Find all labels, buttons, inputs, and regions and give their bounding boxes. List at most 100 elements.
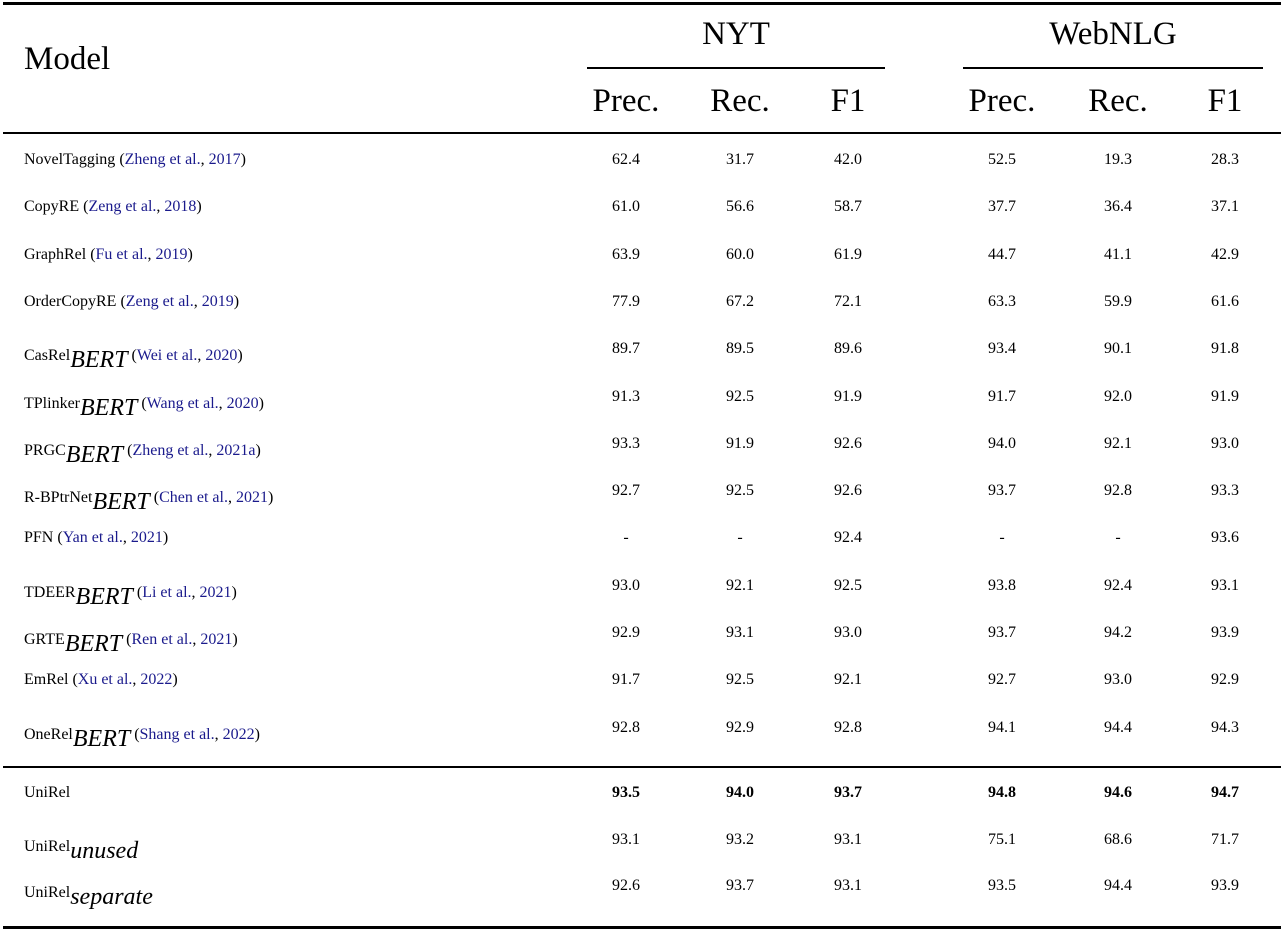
citation-year-link[interactable]: 2019 bbox=[201, 293, 234, 310]
citation-year-link[interactable]: 2021 bbox=[130, 529, 163, 546]
citation-year-link[interactable]: 2021 bbox=[200, 631, 233, 648]
citation-author-link[interactable]: Zheng et al. bbox=[124, 151, 201, 168]
citation-author-link[interactable]: Li et al. bbox=[142, 584, 192, 601]
citation-open-paren: ( bbox=[122, 631, 132, 648]
model-name: CasRel bbox=[24, 347, 71, 364]
citation-separator: , bbox=[208, 442, 217, 459]
nyt-rec-value: 91.9 bbox=[726, 435, 754, 452]
citation-author-link[interactable]: Xu et al. bbox=[77, 671, 133, 688]
nyt-rec-value: 92.5 bbox=[726, 388, 754, 405]
citation-open-paren: ( bbox=[68, 671, 78, 688]
citation-author-link[interactable]: Shang et al. bbox=[139, 726, 215, 743]
top-rule bbox=[3, 2, 1281, 5]
webnlg-prec-value: 93.7 bbox=[988, 624, 1016, 641]
citation-year-link[interactable]: 2021 bbox=[235, 489, 268, 506]
model-name: PRGC bbox=[24, 442, 66, 459]
webnlg-rec-value: 90.1 bbox=[1104, 340, 1132, 357]
model-name: PFN bbox=[24, 529, 54, 546]
nyt-prec-value: 93.0 bbox=[612, 577, 640, 594]
citation-author-link[interactable]: Wei et al. bbox=[136, 347, 198, 364]
webnlg-f1-value: 37.1 bbox=[1211, 198, 1239, 215]
model-name-cell: OneRelBERT (Shang et al., 2022) bbox=[24, 719, 260, 752]
citation-author-link[interactable]: Wang et al. bbox=[146, 395, 219, 412]
webnlg-prec-value: 93.5 bbox=[988, 877, 1016, 894]
webnlg-prec-value: 93.8 bbox=[988, 577, 1016, 594]
model-name: OneRel bbox=[24, 726, 73, 743]
citation-separator: , bbox=[192, 631, 201, 648]
model-subscript: BERT bbox=[72, 726, 131, 752]
citation-author-link[interactable]: Fu et al. bbox=[95, 246, 148, 263]
citation-year-link[interactable]: 2021a bbox=[216, 442, 256, 459]
model-name-cell: R-BPtrNetBERT (Chen et al., 2021) bbox=[24, 482, 274, 515]
citation-year-link[interactable]: 2017 bbox=[208, 151, 241, 168]
citation-year-link[interactable]: 2022 bbox=[140, 671, 173, 688]
nyt-rec-value: 67.2 bbox=[726, 293, 754, 310]
table-row: OrderCopyRE (Zeng et al., 2019) 77.9 67.2 7… bbox=[0, 293, 1283, 333]
model-name-cell: GRTEBERT (Ren et al., 2021) bbox=[24, 624, 238, 657]
citation-open-paren: ( bbox=[115, 151, 125, 168]
citation-author-link[interactable]: Chen et al. bbox=[159, 489, 228, 506]
citation-author-link[interactable]: Zeng et al. bbox=[88, 198, 157, 215]
model-subscript: BERT bbox=[65, 442, 124, 468]
citation-open-paren: ( bbox=[116, 293, 126, 310]
webnlg-prec-value: 75.1 bbox=[988, 831, 1016, 848]
webnlg-f1-header: F1 bbox=[1207, 83, 1243, 119]
model-subscript: BERT bbox=[92, 489, 150, 515]
nyt-group-rule bbox=[587, 67, 885, 69]
header-rule bbox=[3, 132, 1281, 134]
table-row: PFN (Yan et al., 2021) - - 92.4 - - 93.6 bbox=[0, 529, 1283, 569]
citation-author-link[interactable]: Ren et al. bbox=[131, 631, 193, 648]
model-name-cell: NovelTagging (Zheng et al., 2017) bbox=[24, 151, 246, 169]
table-row: CopyRE (Zeng et al., 2018) 61.0 56.6 58.7 37… bbox=[0, 198, 1283, 238]
nyt-rec-value: 56.6 bbox=[726, 198, 754, 215]
ours-separator-rule bbox=[3, 766, 1281, 768]
nyt-rec-value: 60.0 bbox=[726, 246, 754, 263]
table-row: UniRelunused 93.1 93.2 93.1 75.1 68.6 71.7 bbox=[0, 831, 1283, 871]
webnlg-rec-value: 19.3 bbox=[1104, 151, 1132, 168]
nyt-f1-header: F1 bbox=[830, 83, 866, 119]
nyt-f1-value: 92.5 bbox=[834, 577, 862, 594]
citation-year-link[interactable]: 2020 bbox=[205, 347, 238, 364]
webnlg-f1-value: 93.9 bbox=[1211, 624, 1239, 641]
model-name: NovelTagging bbox=[24, 151, 116, 168]
table-row: R-BPtrNetBERT (Chen et al., 2021) 92.7 92.… bbox=[0, 482, 1283, 522]
webnlg-rec-value: 92.4 bbox=[1104, 577, 1132, 594]
citation-year-link[interactable]: 2019 bbox=[155, 246, 188, 263]
webnlg-f1-value: 42.9 bbox=[1211, 246, 1239, 263]
citation-close-paren: ) bbox=[187, 246, 193, 263]
citation-year-link[interactable]: 2020 bbox=[226, 395, 259, 412]
nyt-prec-value: 89.7 bbox=[612, 340, 640, 357]
webnlg-f1-value: 93.1 bbox=[1211, 577, 1239, 594]
citation-close-paren: ) bbox=[258, 395, 264, 412]
webnlg-prec-value: 92.7 bbox=[988, 671, 1016, 688]
nyt-f1-value: 72.1 bbox=[834, 293, 862, 310]
table-row: UniRelseparate 92.6 93.7 93.1 93.5 94.4 93.9 bbox=[0, 877, 1283, 917]
citation-author-link[interactable]: Zheng et al. bbox=[132, 442, 209, 459]
table-row: PRGCBERT (Zheng et al., 2021a) 93.3 91.9 92… bbox=[0, 435, 1283, 475]
webnlg-prec-value: 44.7 bbox=[988, 246, 1016, 263]
model-name: UniRel bbox=[24, 784, 71, 801]
citation-author-link[interactable]: Zeng et al. bbox=[125, 293, 194, 310]
table-row: UniRel 93.5 94.0 93.7 94.8 94.6 94.7 bbox=[0, 784, 1283, 824]
citation-year-link[interactable]: 2022 bbox=[222, 726, 255, 743]
nyt-f1-value: 58.7 bbox=[834, 198, 862, 215]
model-name-cell: PFN (Yan et al., 2021) bbox=[24, 529, 168, 547]
nyt-prec-value: - bbox=[623, 529, 629, 546]
citation-open-paren: ( bbox=[79, 198, 89, 215]
nyt-prec-value: 92.6 bbox=[612, 877, 640, 894]
citation-open-paren: ( bbox=[130, 726, 140, 743]
citation-close-paren: ) bbox=[232, 631, 238, 648]
model-name: EmRel bbox=[24, 671, 69, 688]
table-row: EmRel (Xu et al., 2022) 91.7 92.5 92.1 92.7 9… bbox=[0, 671, 1283, 711]
model-name-cell: PRGCBERT (Zheng et al., 2021a) bbox=[24, 435, 261, 468]
citation-close-paren: ) bbox=[267, 489, 274, 506]
model-name: TPlinker bbox=[24, 395, 80, 412]
webnlg-rec-value: 94.4 bbox=[1104, 719, 1132, 736]
model-name-cell: CasRelBERT (Wei et al., 2020) bbox=[24, 340, 243, 373]
webnlg-rec-value: 68.6 bbox=[1104, 831, 1132, 848]
nyt-rec-value: 92.5 bbox=[726, 671, 754, 688]
citation-year-link[interactable]: 2021 bbox=[199, 584, 232, 601]
citation-author-link[interactable]: Yan et al. bbox=[62, 529, 123, 546]
webnlg-rec-value: 94.2 bbox=[1104, 624, 1132, 641]
citation-year-link[interactable]: 2018 bbox=[164, 198, 197, 215]
